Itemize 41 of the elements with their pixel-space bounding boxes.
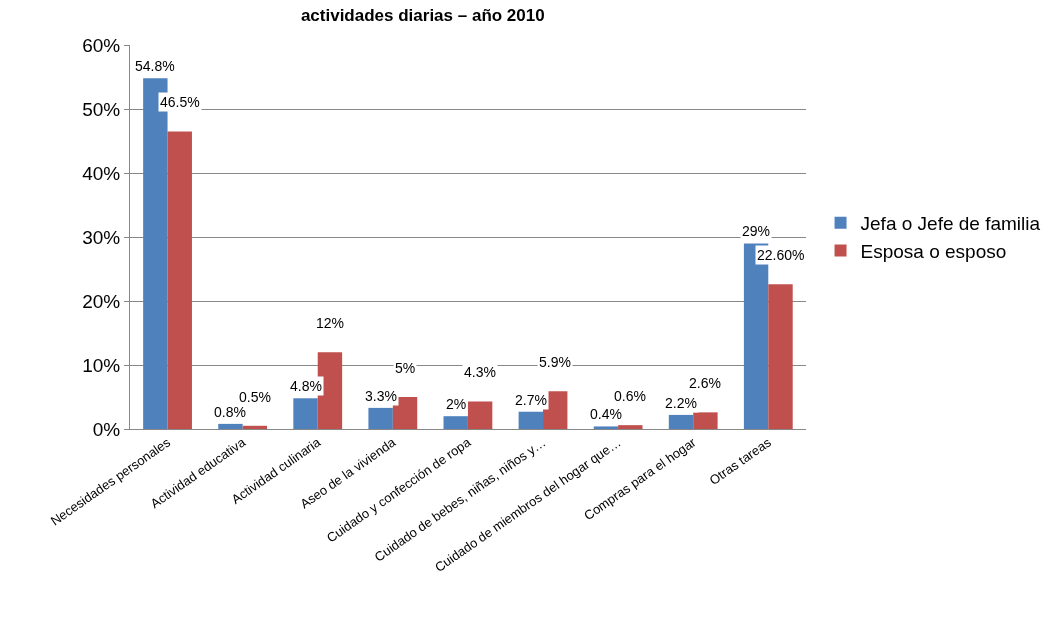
y-tick-label: 0% [92, 418, 121, 440]
bar [242, 425, 268, 429]
data-label: 3.3% [365, 388, 397, 404]
data-label: 12% [316, 315, 345, 331]
data-label: 54.8% [135, 58, 175, 74]
bar [768, 284, 793, 429]
data-label: 0.6% [614, 388, 646, 404]
data-label: 2.7% [515, 392, 547, 408]
y-tick-label: 40% [82, 162, 121, 184]
y-tick-label: 60% [82, 34, 121, 56]
legend-label: Jefa o Jefe de familia [860, 213, 1041, 235]
data-label: 22.60% [757, 247, 805, 263]
bar [593, 426, 619, 429]
bar [218, 423, 243, 429]
data-label: 4.3% [464, 364, 496, 380]
y-tick-label: 50% [82, 98, 121, 120]
bar [467, 401, 493, 429]
bar [368, 407, 393, 429]
data-label: 46.5% [160, 94, 200, 110]
y-tick-label: 20% [82, 290, 121, 312]
bar [293, 398, 318, 429]
data-label: 5.9% [539, 354, 571, 370]
bar [518, 411, 544, 429]
bar [693, 412, 718, 429]
data-label: 0.5% [239, 389, 271, 405]
y-tick-label: 30% [82, 226, 121, 248]
data-label: 2% [446, 396, 467, 412]
data-label: 29% [742, 223, 771, 239]
data-label: 0.4% [590, 406, 622, 422]
bar [167, 131, 192, 429]
y-tick-label: 10% [82, 354, 121, 376]
bar [443, 416, 468, 429]
data-label: 0.8% [214, 404, 246, 420]
chart-title: actividades diarias – año 2010 [300, 6, 545, 26]
data-label: 5% [395, 360, 416, 376]
legend-label: Esposa o esposo [860, 240, 1007, 262]
bar [618, 425, 643, 429]
bar [668, 414, 694, 429]
data-label: 4.8% [290, 378, 322, 394]
data-label: 2.6% [689, 375, 721, 391]
data-label: 2.2% [665, 395, 697, 411]
